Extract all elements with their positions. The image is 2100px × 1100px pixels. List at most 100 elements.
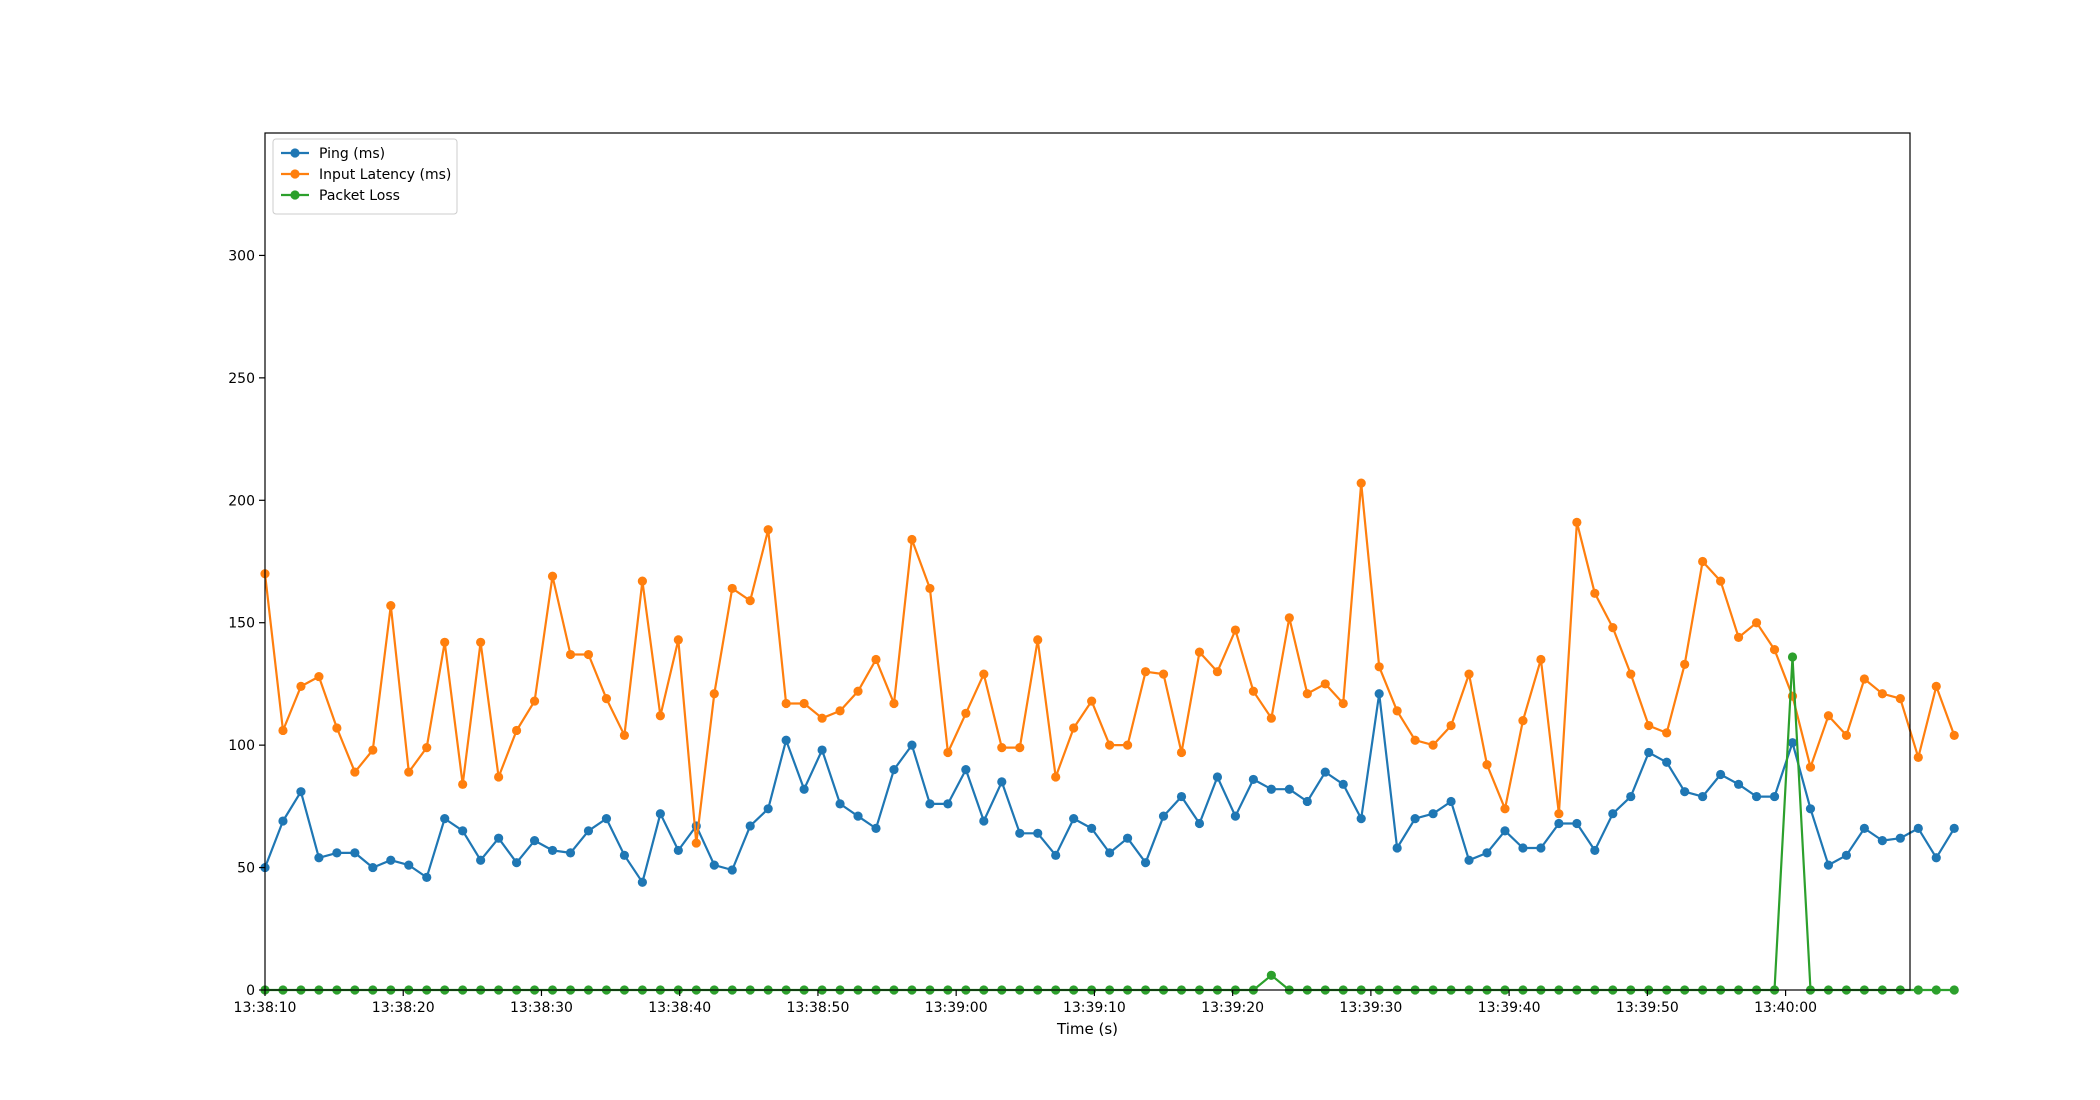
data-point: [889, 765, 899, 775]
data-point: [1374, 689, 1384, 699]
data-point: [781, 698, 791, 709]
data-point: [529, 836, 540, 846]
data-point: [1338, 698, 1348, 709]
data-point: [1194, 647, 1205, 657]
data-point: [1733, 632, 1744, 643]
data-point: [1913, 752, 1923, 762]
y-tick-label: 300: [228, 248, 255, 264]
data-point: [1805, 762, 1816, 772]
data-point: [1769, 645, 1780, 655]
data-point: [1859, 674, 1869, 684]
data-point: [1015, 828, 1025, 838]
y-tick-label: 150: [228, 616, 255, 632]
legend-box: [272, 138, 458, 215]
data-point: [332, 723, 342, 733]
data-point: [386, 855, 396, 865]
data-point: [1302, 796, 1312, 807]
series-line: [265, 655, 1955, 992]
data-point: [1482, 760, 1492, 770]
data-point: [350, 848, 360, 858]
data-point: [1841, 850, 1852, 860]
data-point: [1859, 823, 1869, 833]
data-point: [1913, 823, 1923, 833]
data-point: [637, 576, 647, 586]
data-point: [925, 799, 935, 809]
x-tick-label: 13:38:40: [648, 1000, 711, 1016]
data-point: [691, 838, 701, 848]
data-point: [458, 779, 468, 789]
data-point: [655, 809, 665, 819]
data-point: [1931, 853, 1941, 863]
data-point: [1284, 613, 1294, 623]
data-point: [1626, 791, 1636, 802]
data-point: [817, 713, 827, 723]
data-point: [1895, 833, 1905, 843]
legend-label: Packet Loss: [319, 188, 400, 204]
y-tick-label: 50: [237, 861, 255, 877]
data-point: [1536, 843, 1546, 853]
data-point: [871, 654, 881, 665]
data-point: [1787, 738, 1798, 748]
data-point: [763, 525, 773, 535]
data-point: [1662, 728, 1672, 738]
data-point: [1122, 833, 1133, 843]
data-point: [1105, 740, 1115, 750]
data-point: [1140, 858, 1151, 868]
data-point: [709, 689, 719, 699]
data-point: [1482, 848, 1492, 858]
data-point: [565, 848, 576, 858]
data-point: [1698, 791, 1708, 802]
data-point: [619, 850, 630, 860]
data-point: [763, 804, 773, 814]
data-point: [1518, 843, 1528, 853]
x-tick-label: 13:38:30: [510, 1000, 573, 1016]
data-point: [943, 747, 953, 758]
data-point: [1087, 696, 1097, 706]
data-point: [1158, 811, 1169, 821]
data-point: [1033, 635, 1043, 645]
data-point: [314, 671, 324, 682]
data-point: [1428, 809, 1438, 819]
legend-marker: [290, 148, 300, 158]
x-tick-label: 13:39:20: [1201, 1000, 1264, 1016]
data-point: [440, 637, 450, 647]
data-point: [853, 686, 863, 696]
data-point: [1015, 742, 1025, 753]
data-point: [1644, 720, 1654, 731]
data-point: [673, 635, 683, 645]
data-point: [511, 725, 522, 736]
data-point: [1248, 686, 1258, 696]
data-point: [871, 823, 881, 833]
x-axis-title: Time (s): [1056, 1020, 1118, 1038]
data-point: [817, 745, 827, 755]
data-point: [1230, 625, 1241, 635]
data-point: [296, 787, 306, 797]
data-point: [1751, 618, 1762, 628]
data-point: [1680, 659, 1690, 669]
data-point: [835, 799, 845, 809]
x-tick-label: 13:39:00: [925, 1000, 988, 1016]
data-point: [673, 845, 683, 856]
data-point: [583, 826, 594, 836]
data-point: [1069, 814, 1079, 824]
data-point: [1536, 654, 1546, 665]
data-point: [440, 814, 450, 824]
data-point: [1877, 689, 1887, 699]
data-point: [1931, 681, 1941, 691]
data-point: [1248, 774, 1258, 785]
data-point: [853, 811, 863, 821]
data-point: [1913, 985, 1923, 995]
data-point: [1266, 784, 1276, 794]
y-axis: 0 50 100 150 200 250 300: [228, 248, 265, 999]
data-point: [1626, 669, 1636, 679]
data-point: [1608, 809, 1618, 819]
data-point: [547, 571, 558, 581]
data-point: [583, 649, 594, 660]
data-point: [1662, 757, 1672, 767]
legend-marker: [290, 169, 300, 179]
data-point: [907, 534, 917, 545]
legend: Ping (ms) Input Latency (ms) Packet Loss: [272, 138, 458, 215]
data-point: [422, 742, 432, 753]
data-point: [727, 865, 737, 875]
data-point: [1680, 787, 1690, 797]
